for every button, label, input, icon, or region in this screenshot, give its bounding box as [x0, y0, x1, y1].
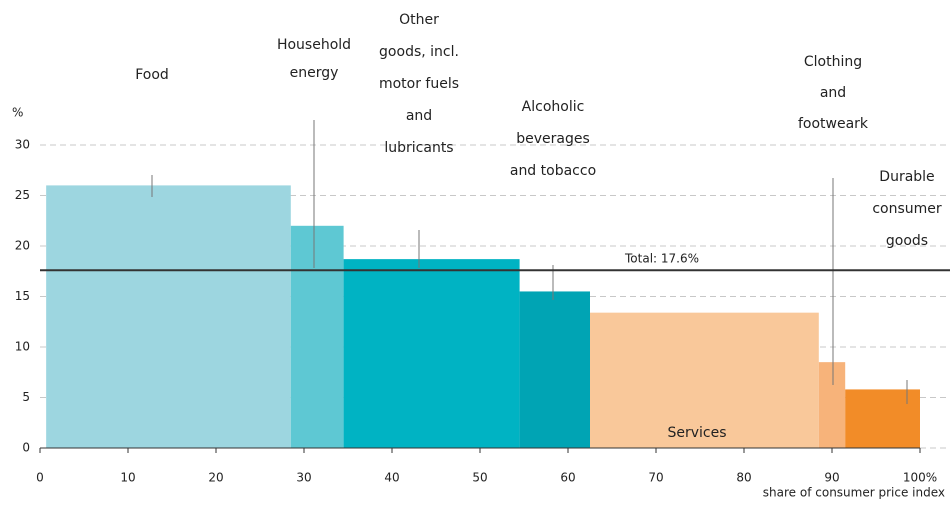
bar	[46, 185, 291, 448]
category-label: lubricants	[384, 140, 453, 156]
category-label: footweark	[798, 116, 869, 132]
category-label: Household	[277, 37, 351, 53]
category-label: Clothing	[804, 54, 862, 70]
y-tick-label: 25	[15, 188, 30, 202]
x-tick-label: 80	[736, 471, 751, 485]
x-tick-label: 50	[472, 471, 487, 485]
total-label: Total: 17.6%	[624, 252, 699, 266]
y-tick-label: 20	[15, 239, 30, 253]
y-unit: %	[12, 106, 23, 120]
bar	[519, 291, 590, 448]
category-label: and	[820, 85, 846, 101]
category-label: consumer	[872, 201, 942, 217]
bar	[845, 389, 920, 448]
y-tick-label: 30	[15, 138, 30, 152]
x-tick-label: 30	[296, 471, 311, 485]
category-label: Alcoholic	[522, 99, 585, 115]
category-label: motor fuels	[379, 76, 459, 92]
category-label: Services	[667, 425, 726, 441]
category-label: Food	[135, 67, 169, 83]
y-tick-label: 0	[22, 441, 30, 455]
x-tick-label: 0	[36, 471, 44, 485]
x-tick-label: 10	[120, 471, 135, 485]
x-tick-label: 100%	[903, 471, 937, 485]
category-label: Other	[399, 12, 439, 28]
x-tick-label: 20	[208, 471, 223, 485]
bar	[290, 225, 344, 448]
category-label: goods, incl.	[379, 44, 459, 60]
bar	[818, 362, 846, 448]
category-label: goods	[886, 233, 928, 249]
y-tick-label: 10	[15, 340, 30, 354]
y-tick-label: 15	[15, 289, 30, 303]
x-tick-label: 70	[648, 471, 663, 485]
x-tick-label: 40	[384, 471, 399, 485]
x-tick-label: 60	[560, 471, 575, 485]
bar	[590, 312, 819, 448]
x-axis-label: share of consumer price index	[763, 486, 945, 500]
category-label: and tobacco	[510, 163, 596, 179]
category-label: Durable	[879, 169, 934, 185]
category-label: and	[406, 108, 432, 124]
y-tick-label: 5	[22, 390, 30, 404]
category-label: beverages	[516, 131, 590, 147]
x-tick-label: 90	[824, 471, 839, 485]
category-label: energy	[290, 65, 339, 81]
bar	[343, 259, 520, 448]
